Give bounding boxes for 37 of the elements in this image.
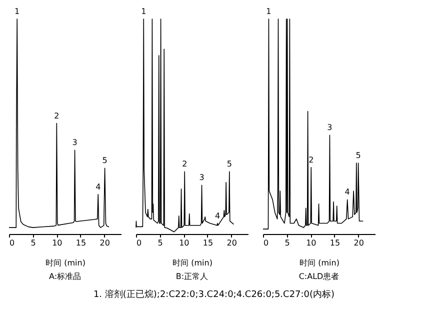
text: A:标准品 (48, 272, 82, 281)
annotation: 2 (308, 155, 314, 164)
annotation: 3 (327, 123, 332, 132)
x-tick-label: 0 (264, 238, 269, 248)
x-tick-label: 5 (158, 238, 163, 248)
annotation: 4 (214, 211, 220, 220)
x-tick-label: 15 (202, 238, 214, 248)
annotation: 1 (266, 7, 272, 16)
x-tick-label: 15 (330, 238, 340, 248)
x-axis-title: 时间 (min) (172, 258, 212, 268)
x-tick-label: 0 (10, 238, 15, 248)
annotation: 3 (72, 138, 78, 148)
x-axis-title: 时间 (min) (46, 258, 86, 268)
annotation: 2 (54, 111, 60, 120)
x-tick-label: 5 (284, 238, 290, 248)
annotation: 4 (96, 182, 101, 192)
text: 1. 溶剂(正已烷);2:C22:0;3.C24:0;4.C26:0;5.C27:0(内标) (93, 289, 335, 300)
annotation: 5 (356, 151, 361, 160)
annotation: 1 (141, 7, 146, 16)
x-axis-title: 时间 (min) (300, 258, 340, 268)
text: B:正常人 (176, 272, 208, 281)
x-tick-label: 10 (179, 238, 190, 248)
x-tick-label: 10 (52, 238, 62, 248)
x-tick-label: 20 (100, 238, 110, 248)
annotation: 4 (344, 188, 350, 197)
x-tick-label: 20 (354, 238, 364, 248)
x-tick-label: 20 (226, 238, 237, 248)
annotation: 3 (199, 173, 204, 182)
x-tick-label: 15 (76, 238, 86, 248)
annotation: 5 (102, 156, 108, 166)
text: C:ALD患者 (298, 272, 340, 281)
x-tick-label: 10 (306, 238, 316, 248)
annotation: 5 (226, 160, 232, 169)
annotation: 1 (14, 7, 20, 16)
annotation: 2 (182, 160, 188, 169)
x-tick-label: 0 (136, 238, 142, 248)
x-tick-label: 5 (30, 238, 36, 248)
